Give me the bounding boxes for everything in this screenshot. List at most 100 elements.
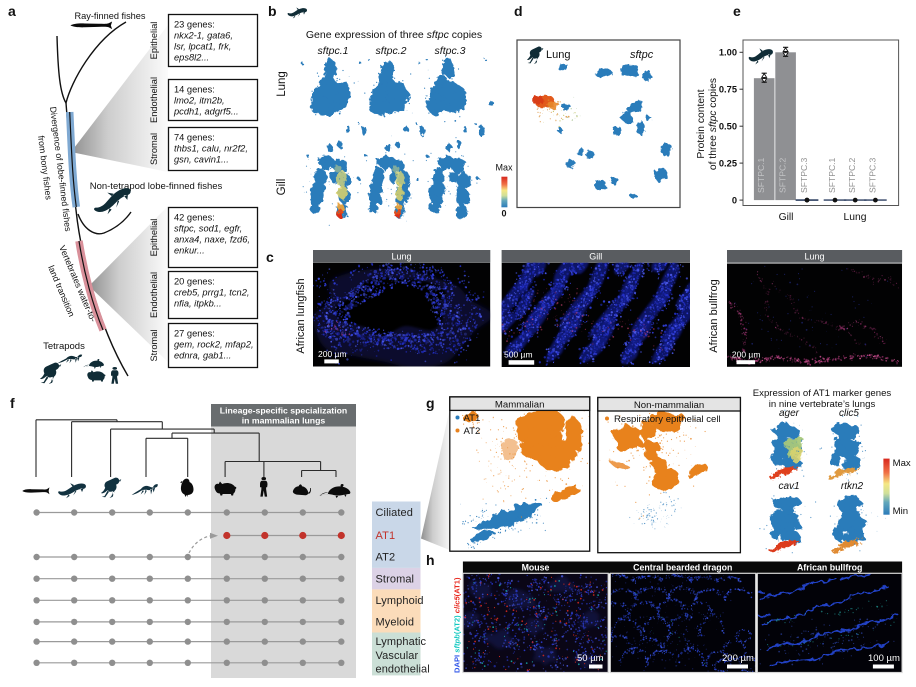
svg-text:50 µm: 50 µm: [577, 653, 604, 664]
svg-text:500 µm: 500 µm: [504, 350, 533, 360]
svg-text:Mouse: Mouse: [522, 563, 550, 573]
svg-text:Tetrapods: Tetrapods: [43, 341, 85, 352]
svg-text:Endothelial: Endothelial: [149, 77, 159, 123]
svg-text:Lymphatic: Lymphatic: [376, 636, 427, 648]
svg-text:African lungfish: African lungfish: [295, 278, 307, 353]
svg-text:nfia, itpkb...: nfia, itpkb...: [174, 299, 222, 309]
svg-text:Lung: Lung: [391, 252, 411, 262]
svg-text:14 genes:: 14 genes:: [174, 85, 215, 95]
svg-text:SFTPC.1: SFTPC.1: [827, 157, 837, 193]
svg-text:African bullfrog: African bullfrog: [708, 279, 720, 352]
svg-text:eps8l2...: eps8l2...: [174, 53, 209, 63]
svg-text:Epithelial: Epithelial: [149, 219, 159, 257]
svg-text:lsr, lpcat1, frk,: lsr, lpcat1, frk,: [174, 42, 231, 52]
svg-text:Lung: Lung: [276, 71, 288, 97]
svg-text:of three sftpc copies: of three sftpc copies: [708, 78, 719, 170]
svg-text:f: f: [10, 395, 15, 411]
svg-text:clic5: clic5: [839, 408, 859, 419]
svg-text:0: 0: [501, 209, 506, 219]
svg-text:sftpc: sftpc: [630, 49, 654, 61]
svg-text:Stromal: Stromal: [149, 133, 159, 165]
svg-text:pcdh1, adgrf5...: pcdh1, adgrf5...: [173, 107, 239, 117]
svg-text:Max: Max: [893, 458, 911, 469]
svg-text:sftpc, sod1, egfr,: sftpc, sod1, egfr,: [174, 224, 242, 234]
svg-text:gem, rock2, mfap2,: gem, rock2, mfap2,: [174, 340, 254, 350]
svg-text:in mammalian lungs: in mammalian lungs: [242, 416, 326, 426]
svg-text:Lung: Lung: [804, 252, 824, 262]
svg-text:in nine vertebrate’s lungs: in nine vertebrate’s lungs: [769, 399, 876, 410]
svg-text:Stromal: Stromal: [149, 329, 159, 361]
svg-text:Stromal: Stromal: [376, 573, 415, 585]
svg-text:c: c: [266, 249, 274, 265]
svg-text:rtkn2: rtkn2: [841, 481, 864, 492]
svg-text:Epithelial: Epithelial: [149, 22, 159, 60]
svg-text:DAPI sftpb(AT2) clic5(AT1): DAPI sftpb(AT2) clic5(AT1): [453, 577, 462, 673]
svg-text:Protein content: Protein content: [696, 89, 707, 158]
svg-text:b: b: [268, 3, 277, 19]
svg-text:lmo2, itm2b,: lmo2, itm2b,: [174, 96, 225, 106]
svg-text:100 µm: 100 µm: [868, 653, 900, 664]
svg-text:Min: Min: [893, 506, 908, 517]
svg-text:Endothelial: Endothelial: [149, 272, 159, 318]
svg-text:200 µm: 200 µm: [732, 350, 761, 360]
svg-text:Lymphoid: Lymphoid: [376, 595, 424, 607]
svg-text:AT1: AT1: [376, 530, 396, 542]
svg-text:Max: Max: [495, 163, 513, 173]
svg-text:23 genes:: 23 genes:: [174, 20, 215, 30]
svg-text:Lineage-specific specializatio: Lineage-specific specialization: [220, 406, 347, 416]
svg-text:Lung: Lung: [546, 49, 570, 61]
svg-text:27 genes:: 27 genes:: [174, 329, 215, 339]
svg-text:Gill: Gill: [779, 212, 794, 223]
svg-text:sftpc.2: sftpc.2: [376, 45, 407, 57]
svg-text:sftpc.1: sftpc.1: [318, 45, 349, 57]
svg-text:0: 0: [732, 195, 737, 205]
svg-text:Gill: Gill: [276, 179, 288, 196]
svg-text:0.75: 0.75: [719, 84, 737, 94]
svg-text:200 µm: 200 µm: [318, 349, 347, 359]
svg-text:SFTPC.1: SFTPC.1: [756, 157, 766, 193]
svg-text:Respiratory epithelial cell: Respiratory epithelial cell: [614, 414, 721, 425]
svg-text:h: h: [426, 552, 435, 568]
svg-text:African bullfrog: African bullfrog: [797, 563, 863, 573]
svg-text:ager: ager: [779, 408, 800, 419]
svg-text:0.25: 0.25: [719, 158, 737, 168]
svg-text:Gene expression of three sftpc: Gene expression of three sftpc copies: [306, 29, 482, 41]
svg-text:Expression of AT1 marker genes: Expression of AT1 marker genes: [753, 388, 892, 399]
svg-text:74 genes:: 74 genes:: [174, 133, 215, 143]
svg-text:d: d: [514, 3, 523, 19]
svg-text:Non-mammalian: Non-mammalian: [634, 400, 704, 411]
svg-text:AT2: AT2: [376, 552, 396, 564]
svg-text:Vascular: Vascular: [376, 650, 419, 662]
svg-text:Lung: Lung: [844, 212, 867, 223]
svg-text:0.50: 0.50: [719, 121, 737, 131]
svg-text:AT2: AT2: [464, 426, 481, 437]
svg-text:Non-tetrapod lobe-finned fishe: Non-tetrapod lobe-finned fishes: [90, 181, 223, 192]
svg-text:endothelial: endothelial: [376, 664, 430, 676]
svg-text:Central bearded dragon: Central bearded dragon: [633, 563, 732, 573]
svg-text:nkx2-1, gata6,: nkx2-1, gata6,: [174, 31, 233, 41]
svg-text:e: e: [733, 3, 741, 19]
svg-text:thbs1, calu, nr2f2,: thbs1, calu, nr2f2,: [174, 144, 248, 154]
svg-text:a: a: [8, 3, 16, 19]
svg-text:1.00: 1.00: [719, 48, 737, 58]
svg-text:enkur...: enkur...: [174, 246, 205, 256]
svg-text:gsn, cavin1...: gsn, cavin1...: [174, 155, 229, 165]
svg-text:cav1: cav1: [778, 481, 799, 492]
svg-text:ednra, gab1...: ednra, gab1...: [174, 351, 231, 361]
svg-text:Ciliated: Ciliated: [376, 507, 414, 519]
svg-text:g: g: [426, 395, 435, 411]
svg-text:creb5, prrg1, tcn2,: creb5, prrg1, tcn2,: [174, 288, 249, 298]
svg-text:Mammalian: Mammalian: [495, 399, 545, 410]
svg-text:SFTPC.2: SFTPC.2: [778, 157, 788, 193]
svg-text:AT1: AT1: [464, 413, 481, 424]
svg-text:Gill: Gill: [589, 252, 602, 262]
svg-text:anxa4, naxe, fzd6,: anxa4, naxe, fzd6,: [174, 235, 250, 245]
svg-text:20 genes:: 20 genes:: [174, 277, 215, 287]
svg-text:SFTPC.3: SFTPC.3: [867, 157, 877, 193]
svg-text:42 genes:: 42 genes:: [174, 213, 215, 223]
svg-text:SFTPC.3: SFTPC.3: [799, 157, 809, 193]
svg-text:SFTPC.2: SFTPC.2: [847, 157, 857, 193]
svg-text:200 µm: 200 µm: [722, 653, 754, 664]
svg-text:Myeloid: Myeloid: [376, 617, 415, 629]
svg-text:Ray-finned fishes: Ray-finned fishes: [75, 11, 146, 21]
